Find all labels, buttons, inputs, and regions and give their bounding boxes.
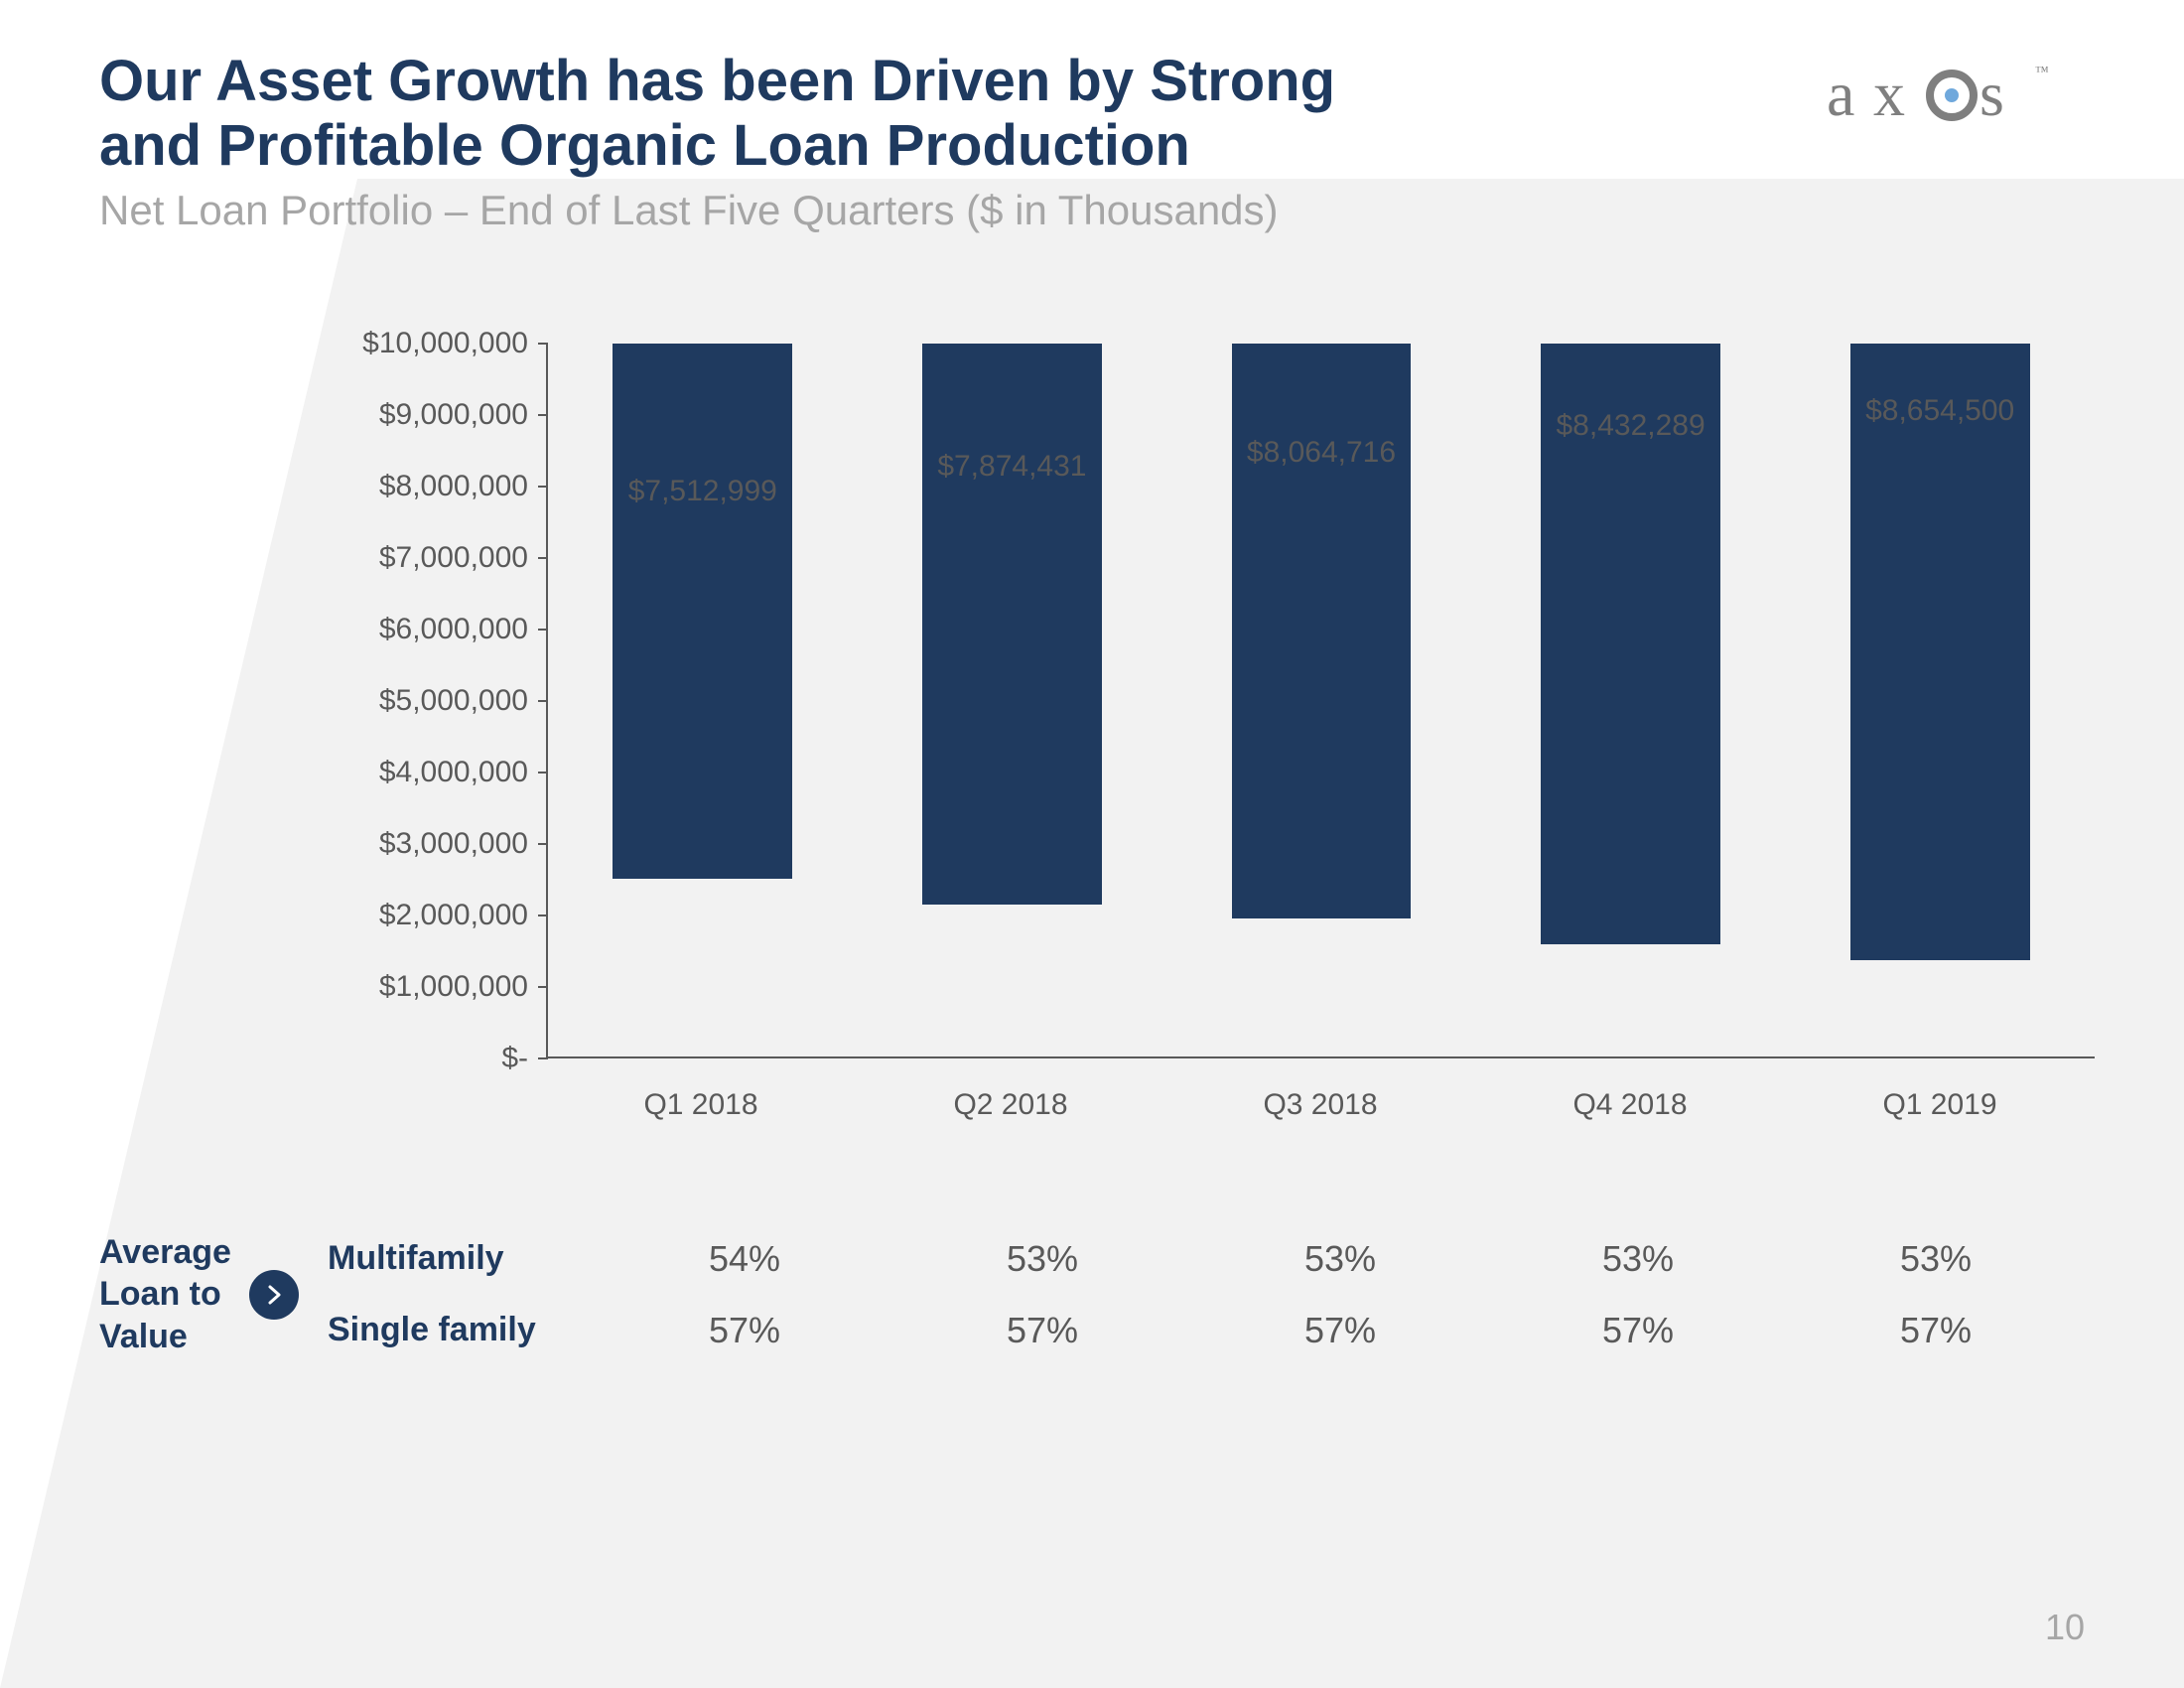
y-tick-label: $4,000,000 [379,756,528,789]
ltv-heading: Average Loan to Value [99,1231,328,1358]
y-tick-mark [538,914,548,916]
y-tick-label: $6,000,000 [379,613,528,646]
svg-text:s: s [1979,59,2006,129]
ltv-row: Multifamily54%53%53%53%53% [328,1238,2085,1280]
y-tick-label: $2,000,000 [379,899,528,932]
ltv-table: Multifamily54%53%53%53%53%Single family5… [328,1238,2085,1351]
y-tick-label: $8,000,000 [379,470,528,503]
y-tick-mark [538,843,548,845]
axos-logo: a x s ™ [1827,56,2085,140]
ltv-cell: 53% [1191,1238,1489,1280]
ltv-cell: 54% [596,1238,893,1280]
y-tick-mark [538,343,548,345]
ltv-row-label: Single family [328,1311,596,1349]
y-tick-mark [538,772,548,774]
bar-slot: $7,512,999 [548,344,858,1056]
x-tick-label: Q3 2018 [1165,1058,1475,1122]
bar-slot: $8,432,289 [1476,344,1786,1056]
plot-area: $7,512,999 $7,874,431 $8,064,716 $8,432,289… [546,344,2095,1058]
bar-value-label: $8,432,289 [1557,409,1706,443]
bar-slot: $8,064,716 [1166,344,1476,1056]
y-tick-label: $1,000,000 [379,970,528,1004]
x-tick-label: Q2 2018 [856,1058,1165,1122]
ltv-cell: 53% [1787,1238,2085,1280]
x-axis: Q1 2018Q2 2018Q3 2018Q4 2018Q1 2019 [546,1058,2095,1122]
bar [613,344,792,879]
ltv-cell: 57% [1191,1310,1489,1351]
y-tick-mark [538,700,548,702]
ltv-cell: 57% [596,1310,893,1351]
ltv-cell: 53% [893,1238,1191,1280]
title-line-2: and Profitable Organic Loan Production [99,113,1190,178]
y-tick-label: $3,000,000 [379,827,528,861]
ltv-heading-line-3: Value [99,1318,188,1355]
x-tick-label: Q1 2018 [546,1058,856,1122]
y-tick-mark [538,486,548,488]
bar-slot: $8,654,500 [1785,344,2095,1056]
ltv-cell: 57% [1489,1310,1787,1351]
y-axis: $-$1,000,000$2,000,000$3,000,000$4,000,0… [308,344,546,1058]
y-tick-label: $- [501,1042,528,1075]
y-tick-mark [538,414,548,416]
y-tick-mark [538,986,548,988]
ltv-cell: 57% [1787,1310,2085,1351]
y-tick-label: $9,000,000 [379,398,528,432]
page-number: 10 [2045,1607,2085,1648]
bar-value-label: $8,064,716 [1247,436,1396,470]
ltv-heading-line-1: Average [99,1233,231,1271]
y-tick-mark [538,629,548,631]
bar [922,344,1102,905]
bars-container: $7,512,999 $7,874,431 $8,064,716 $8,432,289… [548,344,2095,1056]
title-line-1: Our Asset Growth has been Driven by Stro… [99,49,1335,113]
ltv-cell: 57% [893,1310,1191,1351]
ltv-cells: 54%53%53%53%53% [596,1238,2085,1280]
y-tick-mark [538,1057,548,1059]
bar [1850,344,2030,960]
ltv-row: Single family57%57%57%57%57% [328,1310,2085,1351]
y-tick-label: $10,000,000 [362,327,528,360]
bar [1232,344,1412,918]
y-tick-label: $7,000,000 [379,541,528,575]
ltv-cells: 57%57%57%57%57% [596,1310,2085,1351]
x-tick-label: Q1 2019 [1785,1058,2095,1122]
bar-value-label: $7,874,431 [937,450,1086,484]
y-tick-label: $5,000,000 [379,684,528,718]
svg-text:x: x [1873,59,1907,129]
bar-value-label: $8,654,500 [1865,394,2014,428]
ltv-row-label: Multifamily [328,1239,596,1278]
ltv-section: Average Loan to Value Multifamily54%53%5… [99,1231,2085,1358]
bar-slot: $7,874,431 [858,344,1167,1056]
chevron-right-icon [249,1270,299,1320]
ltv-heading-line-2: Loan to [99,1275,221,1313]
svg-text:a: a [1827,59,1856,129]
svg-text:™: ™ [2035,65,2049,79]
x-tick-label: Q4 2018 [1475,1058,1785,1122]
loan-portfolio-chart: $- $1,000,000 $2,000,000 $3,000,000 $4,000,0… [308,344,2095,1122]
ltv-cell: 53% [1489,1238,1787,1280]
bar-value-label: $7,512,999 [628,475,777,508]
y-tick-mark [538,557,548,559]
page-title: Our Asset Growth has been Driven by Stro… [99,50,1335,179]
page-subtitle: Net Loan Portfolio – End of Last Five Qu… [99,187,1335,234]
